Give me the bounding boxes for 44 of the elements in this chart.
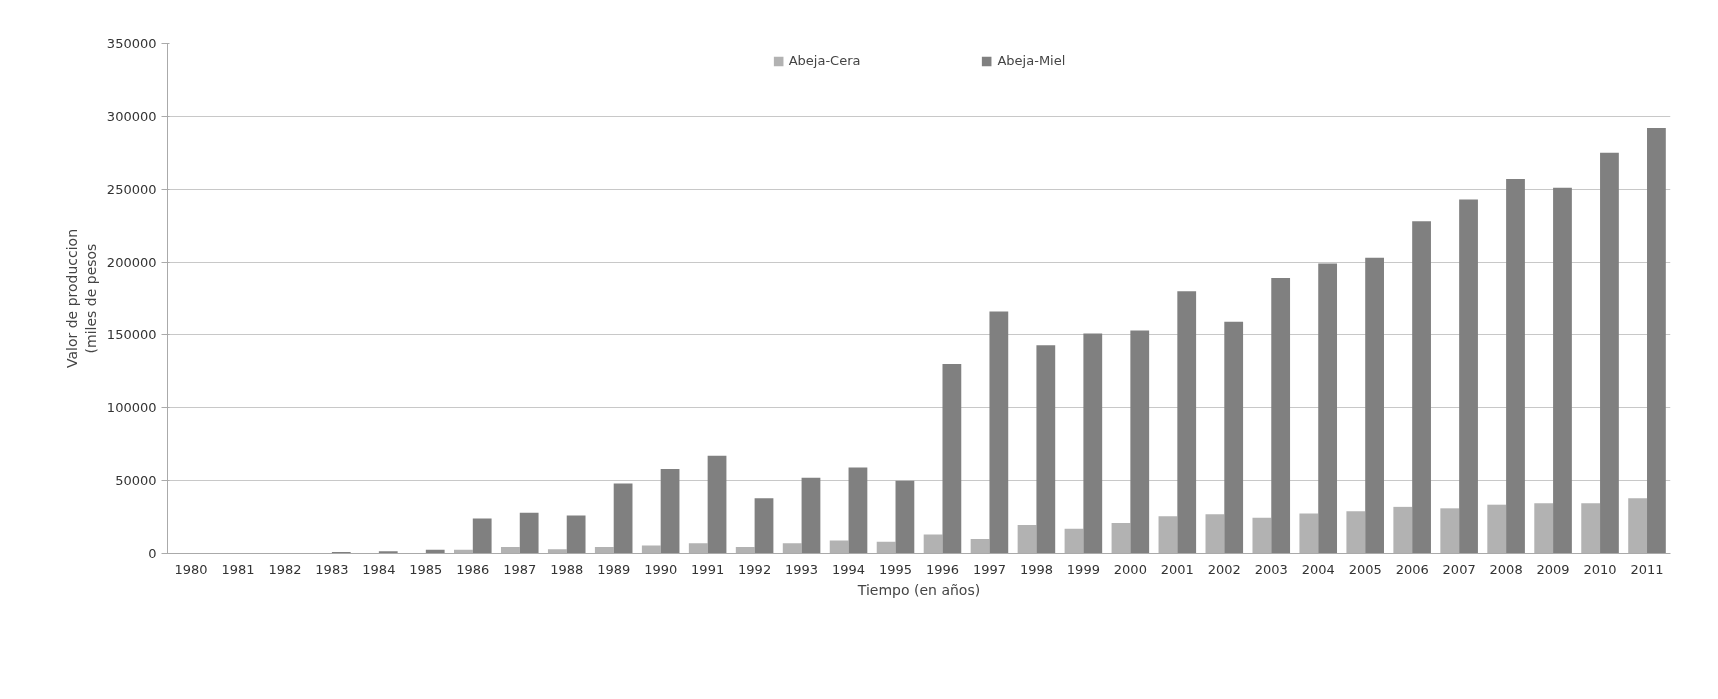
y-axis-title: Valor de produccion (miles de pesos (63, 228, 99, 369)
x-tick-label: 1995 (878, 561, 913, 577)
x-axis-title: Tiempo (en años) (856, 581, 981, 598)
x-tick-label: 1991 (691, 561, 725, 577)
x-tick-label: 2011 (1630, 561, 1664, 577)
x-tick-label: 1986 (456, 561, 490, 577)
x-tick-label: 1989 (597, 561, 631, 577)
x-tick-label: 1997 (972, 561, 1006, 577)
x-tick-label: 2002 (1207, 561, 1241, 577)
x-tick-label: 2000 (1113, 561, 1147, 577)
x-tick-label: 2007 (1442, 561, 1476, 577)
y-tick-label: 0 (148, 546, 157, 561)
x-tick-label: 1993 (785, 561, 819, 577)
x-tick-label: 1994 (832, 561, 866, 577)
y-tick-label: 200000 (106, 254, 157, 270)
x-tick-label: 1982 (268, 561, 302, 577)
x-tick-label: 2010 (1583, 561, 1617, 577)
y-tick-label: 350000 (106, 36, 157, 51)
x-tick-label: 2005 (1348, 561, 1382, 577)
y-tick-label: 100000 (106, 400, 157, 416)
x-tick-label: 1990 (644, 561, 678, 577)
legend-label: Abeja-Miel (997, 53, 1066, 68)
x-tick-label: 1983 (315, 561, 349, 577)
x-tick-label: 1984 (362, 561, 396, 577)
legend-label: Abeja-Cera (788, 53, 861, 68)
y-tick-label: 300000 (106, 108, 157, 124)
x-tick-label: 1992 (738, 561, 772, 577)
x-tick-label: 2003 (1254, 561, 1288, 577)
y-tick-label: 50000 (115, 473, 157, 489)
x-tick-label: 2001 (1160, 561, 1194, 577)
x-tick-label: 1981 (221, 561, 255, 577)
x-tick-label: 1988 (550, 561, 584, 577)
x-tick-label: 2009 (1536, 561, 1570, 577)
x-tick-label: 2008 (1489, 561, 1523, 577)
x-tick-label: 2006 (1395, 561, 1429, 577)
y-tick-label: 250000 (106, 181, 157, 197)
x-tick-label: 2004 (1301, 561, 1335, 577)
y-tick-label: 150000 (106, 327, 157, 343)
x-tick-label: 1999 (1066, 561, 1100, 577)
x-tick-label: 1998 (1019, 561, 1053, 577)
x-tick-label: 1985 (409, 561, 443, 577)
x-tick-label: 1980 (174, 561, 208, 577)
x-tick-label: 1987 (503, 561, 537, 577)
x-tick-label: 1996 (925, 561, 960, 577)
